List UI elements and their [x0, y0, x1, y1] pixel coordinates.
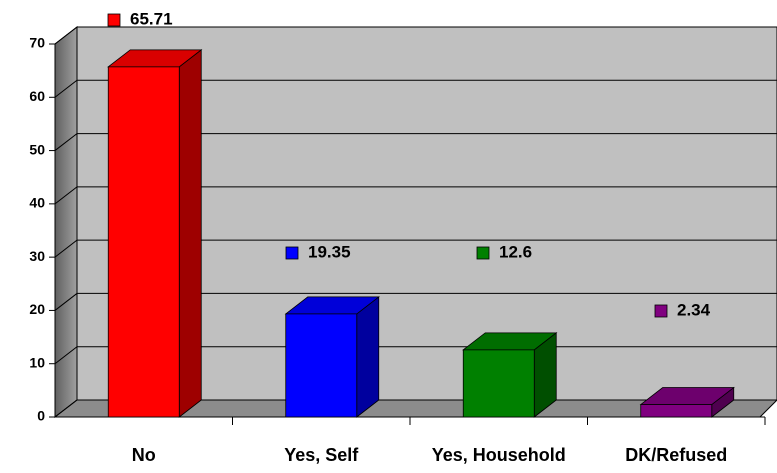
grid-line [54, 292, 777, 311]
bar-side [356, 296, 380, 418]
grid-line [54, 239, 777, 258]
bar-side [178, 49, 202, 418]
value-label: 2.34 [677, 300, 711, 319]
label-marker [107, 13, 121, 27]
bar [640, 404, 713, 418]
y-tick-label: 50 [29, 141, 45, 157]
y-tick-label: 10 [29, 354, 45, 370]
y-tick-label: 30 [29, 248, 45, 264]
y-tick-label: 20 [29, 301, 45, 317]
y-tick-label: 70 [29, 35, 45, 51]
bar [285, 313, 358, 418]
bar [462, 349, 535, 418]
bar [107, 66, 180, 418]
x-tick-label: No [132, 445, 156, 465]
x-tick-label: Yes, Self [284, 445, 359, 465]
grid-line [54, 133, 777, 151]
grid-line [54, 26, 777, 45]
x-tick-label: DK/Refused [625, 445, 727, 465]
side-wall [54, 25, 78, 419]
y-tick-label: 60 [29, 88, 45, 104]
value-label: 19.35 [308, 242, 351, 261]
y-tick-label: 0 [37, 408, 45, 424]
value-label: 65.71 [130, 9, 173, 28]
y-tick-label: 40 [29, 195, 45, 211]
grid-line [54, 186, 777, 205]
label-marker [285, 246, 299, 260]
grid-line [54, 79, 777, 98]
label-marker [654, 304, 668, 318]
label-marker [476, 246, 490, 260]
value-label: 12.6 [499, 242, 532, 261]
x-tick-label: Yes, Household [432, 445, 566, 465]
